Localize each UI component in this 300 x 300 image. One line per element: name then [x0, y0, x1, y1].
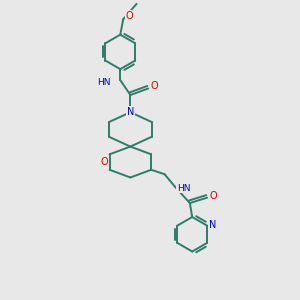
Text: O: O: [209, 191, 217, 201]
Text: HN: HN: [97, 78, 110, 87]
Text: O: O: [150, 81, 158, 92]
Text: N: N: [127, 107, 134, 117]
Text: HN: HN: [177, 184, 190, 193]
Text: N: N: [209, 220, 217, 230]
Text: O: O: [126, 11, 134, 21]
Text: O: O: [100, 157, 108, 167]
